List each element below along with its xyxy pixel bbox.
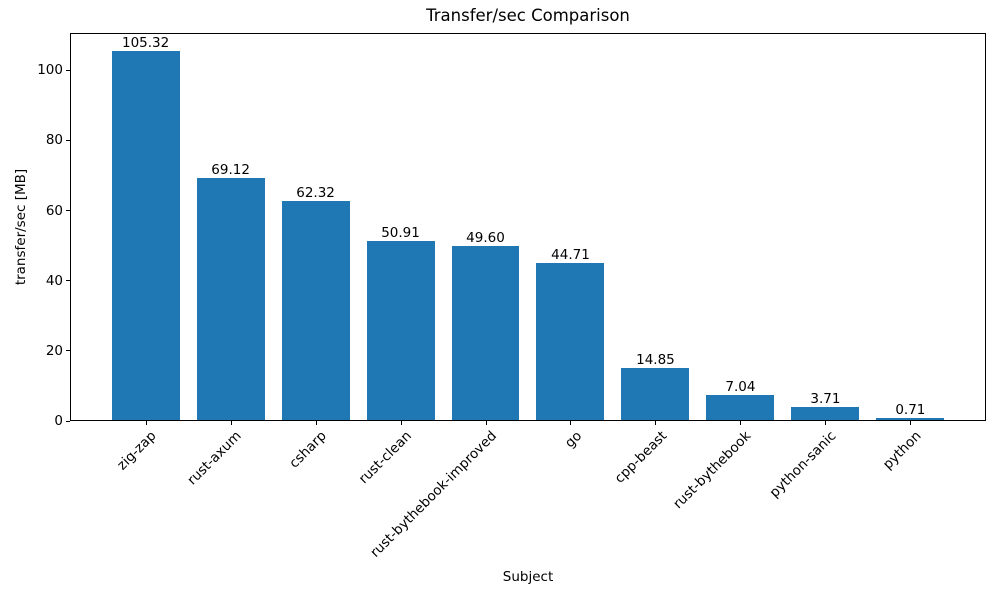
x-tick-mark	[315, 421, 317, 425]
y-tick-mark	[66, 210, 70, 211]
x-tick-label: csharp	[286, 428, 330, 472]
bar-value-label: 50.91	[381, 225, 420, 242]
bar-rust-bythebook	[706, 395, 775, 420]
y-tick-mark	[66, 139, 70, 141]
bar-cpp-beast	[621, 367, 690, 420]
bar-python	[876, 417, 945, 420]
y-tick-mark	[66, 69, 70, 71]
bar-value-label: 49.60	[466, 229, 505, 246]
y-tick-label: 80	[45, 132, 63, 149]
bar-rust-axum	[196, 177, 265, 420]
x-tick-label: go	[561, 428, 585, 452]
y-tick-label: 20	[45, 342, 63, 359]
bar-go	[536, 263, 605, 420]
x-tick-mark	[570, 421, 572, 425]
y-tick-label: 100	[37, 62, 63, 79]
bar-rust-clean	[366, 241, 435, 420]
x-tick-mark	[400, 421, 402, 425]
y-tick-label: 0	[54, 413, 63, 429]
y-tick-label: 40	[45, 272, 63, 289]
x-tick-mark	[485, 421, 487, 425]
bar-value-label: 62.32	[296, 185, 335, 202]
bar-value-label: 69.12	[211, 161, 250, 178]
bar-value-label: 3.71	[810, 390, 841, 407]
y-tick-mark	[66, 420, 70, 422]
x-tick-label: rust-bythebook	[670, 428, 755, 513]
x-tick-mark	[825, 421, 827, 425]
bar-rust-bythebook-improved	[451, 245, 520, 420]
y-tick-mark	[66, 350, 70, 352]
y-tick-label: 60	[45, 202, 63, 219]
bar-value-label: 0.71	[895, 401, 926, 418]
y-axis-label: transfer/sec [MB]	[13, 168, 29, 286]
bar-python-sanic	[791, 406, 860, 420]
plot-area	[70, 33, 986, 421]
bar-value-label: 7.04	[725, 379, 756, 396]
bar-value-label: 44.71	[551, 247, 590, 264]
x-tick-label: cpp-beast	[611, 428, 670, 487]
x-tick-label: zig-zap	[114, 428, 160, 474]
bar-csharp	[281, 201, 350, 420]
x-tick-mark	[910, 421, 912, 425]
bar-value-label: 105.32	[122, 34, 170, 51]
x-tick-mark	[655, 421, 657, 425]
x-tick-label: rust-clean	[355, 428, 415, 488]
x-tick-mark	[230, 421, 232, 425]
bar-value-label: 14.85	[636, 351, 675, 368]
y-tick-mark	[66, 280, 70, 282]
x-tick-label: python-sanic	[766, 428, 840, 501]
x-tick-mark	[145, 421, 147, 425]
x-tick-label: rust-axum	[184, 428, 245, 489]
bar-zig-zap	[111, 50, 180, 420]
chart-title: Transfer/sec Comparison	[426, 6, 630, 25]
x-axis-label: Subject	[502, 569, 554, 585]
x-tick-label: python	[879, 428, 925, 473]
x-tick-mark	[740, 421, 742, 425]
